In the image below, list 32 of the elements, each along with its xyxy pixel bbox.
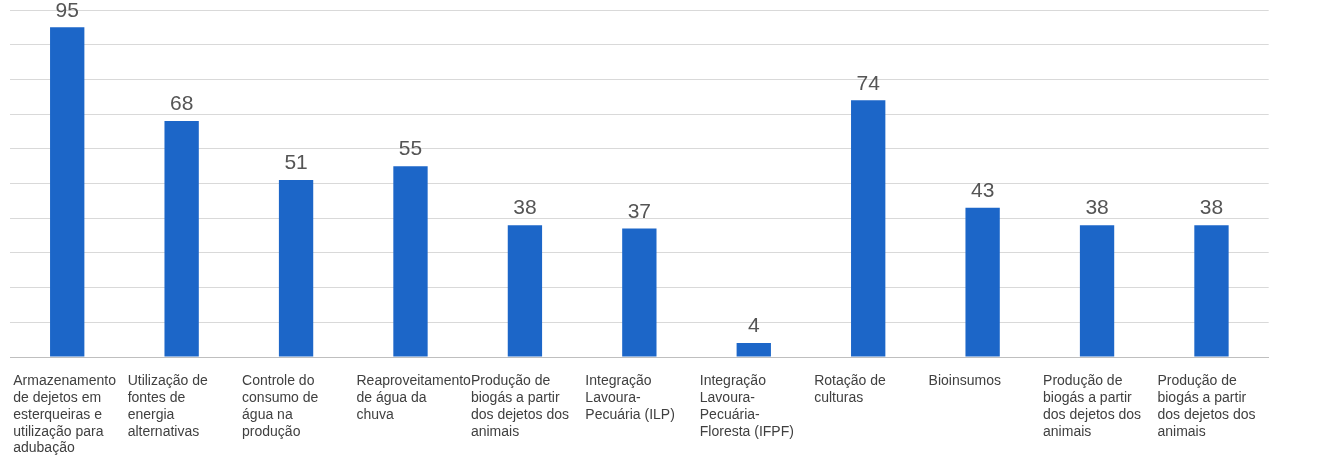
x-tick-label: Rotação de culturas — [814, 372, 887, 406]
x-tick-label: Bioinsumos — [928, 372, 1001, 389]
x-tick-label: Controle do consumo de água na produção — [242, 372, 319, 439]
bar — [736, 343, 771, 357]
data-label: 68 — [169, 91, 194, 115]
data-label: 95 — [55, 0, 79, 21]
data-label: 4 — [747, 313, 760, 337]
bar — [507, 225, 543, 357]
bar — [1079, 225, 1115, 357]
data-label: 51 — [284, 150, 308, 174]
bar — [1194, 225, 1229, 357]
bar — [50, 27, 85, 357]
bar — [164, 121, 199, 357]
data-label: 55 — [398, 136, 423, 160]
x-tick-label: Produção de biogás a partir dos dejetos dos animais — [1043, 372, 1142, 439]
x-tick-label: Utilização de fontes de energia alternativas — [127, 372, 208, 439]
data-label: 37 — [627, 198, 652, 222]
bar — [393, 166, 428, 357]
data-label: 43 — [970, 178, 995, 202]
data-label: 38 — [1085, 195, 1109, 219]
x-tick-label: Armazenamento de dejetos em esterqueiras e utilização para adubação — [13, 372, 117, 456]
data-label: 74 — [856, 70, 881, 94]
x-tick-label: Integração Lavoura-Pecuária-Floresta (IFPF) — [699, 372, 794, 439]
data-label: 38 — [1199, 195, 1224, 219]
bar — [851, 100, 886, 357]
x-tick-label: Produção de biogás a partir dos dejetos dos animais — [470, 372, 569, 439]
x-tick-label: Integração Lavoura-Pecuária (ILP) — [585, 372, 675, 422]
data-label: 38 — [513, 195, 537, 219]
bar — [278, 180, 314, 357]
bar — [622, 228, 657, 357]
x-tick-label: Produção de biogás a partir dos dejetos dos animais — [1157, 372, 1256, 439]
bar — [965, 207, 1000, 357]
